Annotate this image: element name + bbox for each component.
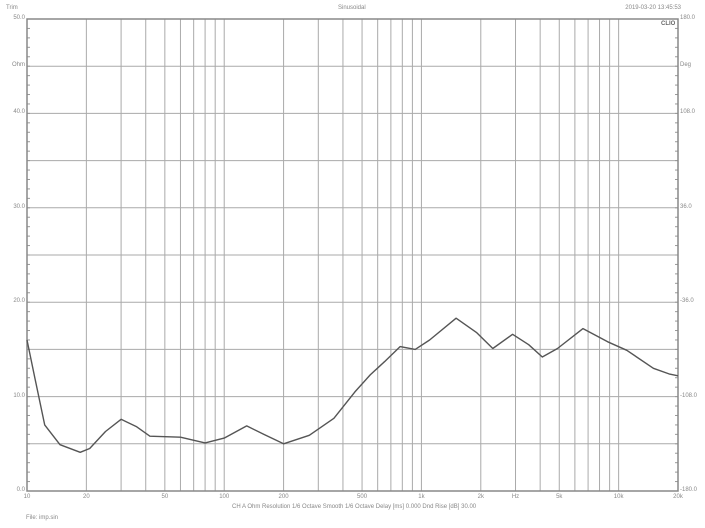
y2-tick-label: -108.0: [680, 392, 698, 399]
y2-tick-label: 180.0: [680, 15, 696, 21]
x-tick-label: 200: [278, 494, 289, 500]
y-tick-label: 50.0: [13, 15, 25, 21]
y2-tick-label: 108.0: [680, 109, 696, 116]
y2-tick-label: Deg: [680, 62, 692, 69]
x-tick-label: 10k: [613, 494, 624, 500]
x-tick-label: 500: [357, 494, 368, 500]
x-tick-label: Hz: [511, 494, 520, 500]
chart-title: Sinusoidal: [338, 5, 366, 11]
x-tick-label: 50: [161, 494, 169, 500]
y2-tick-label: -36.0: [680, 298, 694, 305]
y-tick-label: 20.0: [13, 298, 25, 305]
y-tick-label: Ohm: [11, 62, 25, 69]
x-tick-label: 10: [23, 494, 31, 500]
y2-tick-label: 36.0: [680, 203, 692, 210]
x-tick-label: 2k: [477, 494, 484, 500]
clio-logo: CLIO: [661, 21, 676, 27]
y-tick-label: 0.0: [16, 487, 25, 493]
x-tick-label: 20: [83, 494, 90, 500]
x-tick-label: 5k: [556, 494, 563, 500]
x-tick-label: 100: [219, 494, 230, 500]
plot-frame: [26, 18, 679, 492]
y-tick-label: 40.0: [13, 109, 25, 116]
y-tick-label: 10.0: [13, 392, 25, 399]
y-tick-label: 30.0: [13, 203, 25, 210]
header-left: Trim: [6, 5, 18, 11]
x-tick-label: 20k: [673, 494, 683, 500]
y2-tick-label: -180.0: [680, 487, 698, 493]
timestamp: 2019-03-20 13:45:53: [625, 5, 681, 11]
x-tick-label: 1k: [418, 494, 425, 500]
impedance-curve: [26, 317, 679, 453]
file-name: File: imp.sin: [26, 515, 59, 521]
measurement-settings: CH A Ohm Resolution 1/6 Octave Smooth 1/…: [232, 504, 477, 510]
